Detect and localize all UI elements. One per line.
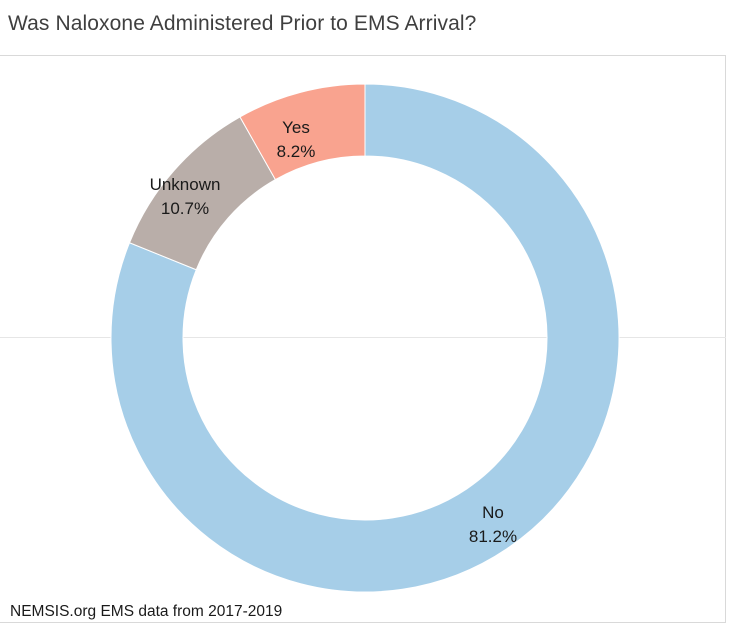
slice-value-unknown: 10.7%	[161, 199, 209, 218]
slice-value-yes: 8.2%	[277, 142, 316, 161]
chart-title: Was Naloxone Administered Prior to EMS A…	[8, 12, 477, 35]
slice-label-no: No	[482, 503, 504, 522]
slice-label-unknown: Unknown	[150, 175, 221, 194]
chart-background-line	[0, 337, 726, 338]
slice-no	[110, 83, 620, 593]
slice-value-no: 81.2%	[469, 527, 517, 546]
chart-frame	[0, 55, 726, 623]
slice-label-yes: Yes	[282, 118, 310, 137]
source-footnote: NEMSIS.org EMS data from 2017-2019	[10, 603, 283, 620]
slice-yes	[239, 83, 366, 181]
